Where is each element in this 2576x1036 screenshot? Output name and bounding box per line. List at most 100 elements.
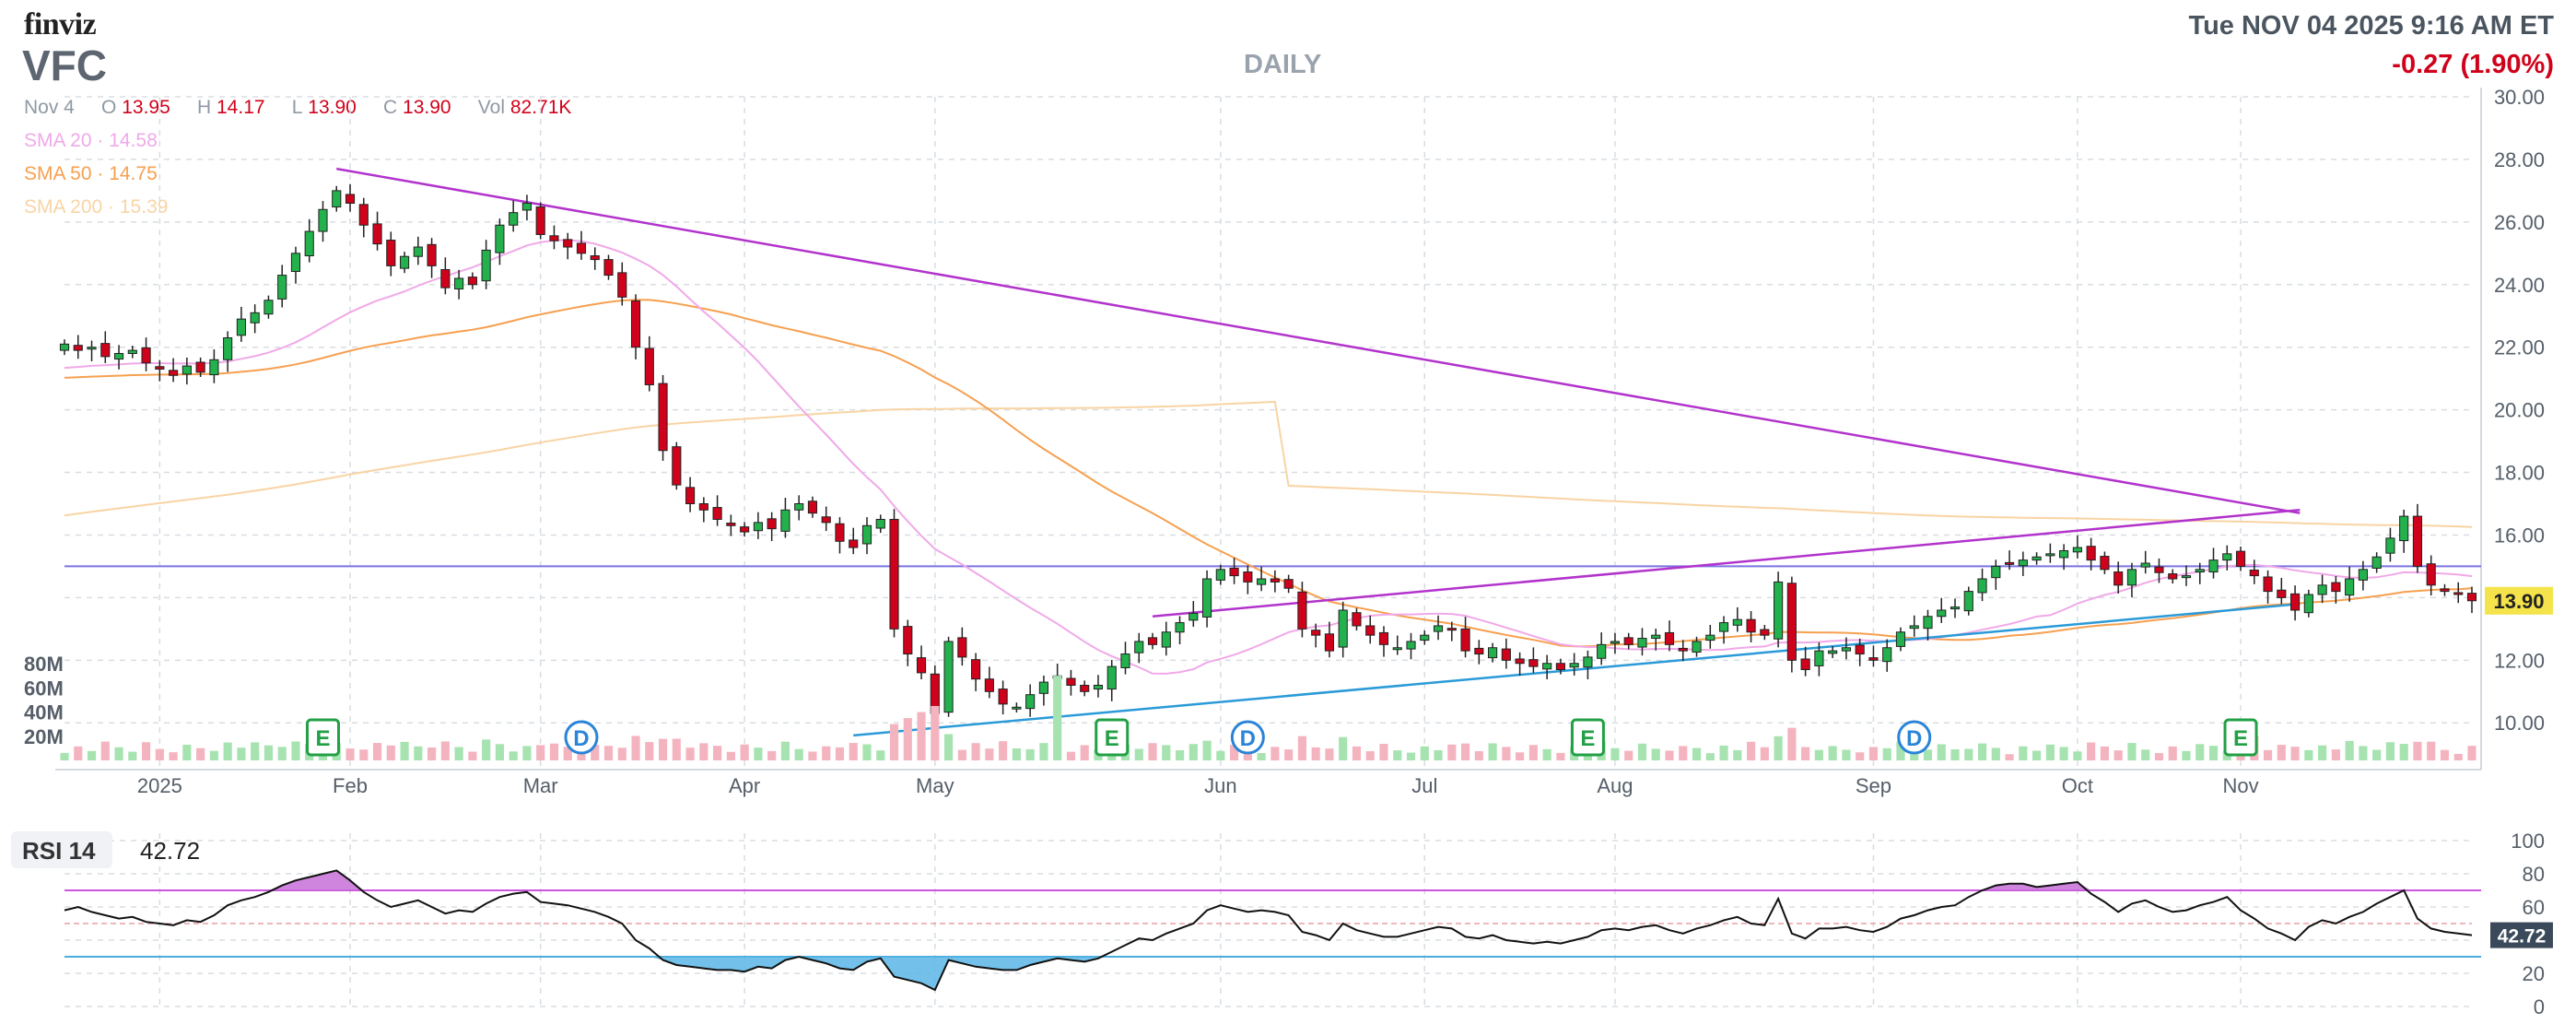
volume-bar [617, 748, 626, 760]
volume-bar [196, 748, 205, 760]
volume-axis-label: 60M [24, 677, 64, 700]
volume-bar [277, 747, 287, 760]
rsi-axis-label: 60 [2523, 896, 2545, 919]
candle-body [712, 507, 722, 520]
rsi-axis-label: 0 [2534, 995, 2545, 1018]
volume-bar [1842, 749, 1851, 760]
candle-body [1270, 578, 1280, 583]
volume-bar [1284, 749, 1294, 760]
volume-bar [577, 749, 586, 760]
candle-body [1583, 656, 1593, 668]
candle-body [399, 255, 410, 269]
candle-body [358, 204, 369, 226]
candle-body [1855, 644, 1865, 655]
volume-bar [1923, 749, 1933, 760]
volume-bar [1474, 750, 1483, 760]
candle-body [916, 657, 927, 674]
candle-body [603, 259, 614, 277]
candle-body [1229, 567, 1239, 577]
candle-body [113, 352, 124, 360]
volume-label: Vol [477, 97, 505, 118]
candle-body [2317, 584, 2327, 595]
volume-bar [2019, 746, 2028, 760]
chart-period[interactable]: DAILY [1244, 50, 1322, 79]
volume-bar [141, 742, 151, 760]
rsi-label-box[interactable] [11, 831, 112, 868]
candle-body [1038, 681, 1048, 694]
open-value: 13.95 [122, 97, 170, 118]
volume-bar [495, 744, 504, 760]
candle-body [290, 253, 301, 273]
candle-body [549, 235, 559, 241]
volume-bar [1066, 751, 1076, 760]
volume-bar [414, 746, 423, 760]
candle-body [440, 268, 451, 288]
rsi-axis-label: 20 [2523, 962, 2545, 985]
candle-body [1365, 625, 1376, 636]
volume-bar [1624, 750, 1633, 760]
candle-body [250, 312, 260, 324]
candle-body [1705, 634, 1715, 642]
y-axis-label: 12.00 [2494, 649, 2545, 672]
volume-bar [427, 747, 437, 760]
candle-body [2412, 515, 2423, 567]
sma200-legend[interactable]: SMA 200 · 15.39 [24, 196, 169, 218]
ohlc-readout: Nov 4 O 13.95 H 14.17 L 13.90 C 13.90 Vo… [24, 98, 571, 117]
volume-bar [740, 744, 749, 760]
candle-body [2249, 570, 2259, 577]
candle-body [509, 212, 519, 226]
volume-bar [1719, 745, 1728, 760]
volume-bar [1801, 747, 1810, 760]
trendline [1152, 509, 2301, 618]
candle-body [1828, 650, 1838, 654]
x-axis-label: 2025 [137, 774, 182, 797]
volume-bar [1828, 746, 1837, 760]
volume-bar [114, 747, 123, 760]
volume-bar [1746, 741, 1756, 760]
ohlc-date: Nov 4 [24, 97, 75, 118]
close-value: 13.90 [403, 97, 451, 118]
candle-body [318, 208, 328, 232]
candle-body [1488, 647, 1498, 659]
volume-bar [2453, 753, 2463, 760]
volume-bar [1733, 749, 1742, 760]
candle-body [2086, 546, 2096, 561]
volume-bar [1692, 748, 1702, 760]
volume-bar [1148, 743, 1157, 760]
x-axis-label: Nov [2222, 774, 2258, 797]
volume-bar [1270, 747, 1280, 760]
sma20-legend[interactable]: SMA 20 · 14.58 [24, 130, 158, 151]
volume-bar [1379, 744, 1388, 760]
close-label: C [383, 97, 398, 118]
volume-bar [1460, 743, 1470, 760]
candle-body [1392, 647, 1402, 651]
volume-bar [2359, 746, 2368, 760]
volume-bar [1651, 748, 1660, 760]
volume-bar [1434, 749, 1443, 760]
candle-body [1012, 706, 1022, 710]
x-axis-label: Jun [1204, 774, 1236, 797]
finviz-logo[interactable]: finviz [24, 7, 97, 41]
candle-body [1555, 663, 1565, 671]
candle-body [1025, 694, 1036, 710]
candle-body [2277, 589, 2287, 598]
candle-body [1651, 634, 1661, 640]
candle-body [698, 503, 708, 511]
candle-body [2399, 515, 2409, 542]
volume-bar [780, 741, 790, 760]
last-price-tag [2485, 586, 2553, 615]
candle-body [726, 523, 736, 526]
candle-body [181, 365, 192, 375]
x-axis-label: Feb [333, 774, 368, 797]
volume-bar [631, 736, 640, 760]
candle-body [1175, 622, 1185, 633]
volume-bar [713, 746, 722, 760]
volume-bar [2087, 742, 2096, 760]
volume-bar [2168, 746, 2177, 760]
volume-bar [999, 741, 1008, 760]
sma50-legend[interactable]: SMA 50 · 14.75 [24, 163, 158, 184]
candle-body [984, 678, 994, 692]
candle-body [2331, 582, 2341, 593]
volume-bar [1080, 745, 1089, 760]
